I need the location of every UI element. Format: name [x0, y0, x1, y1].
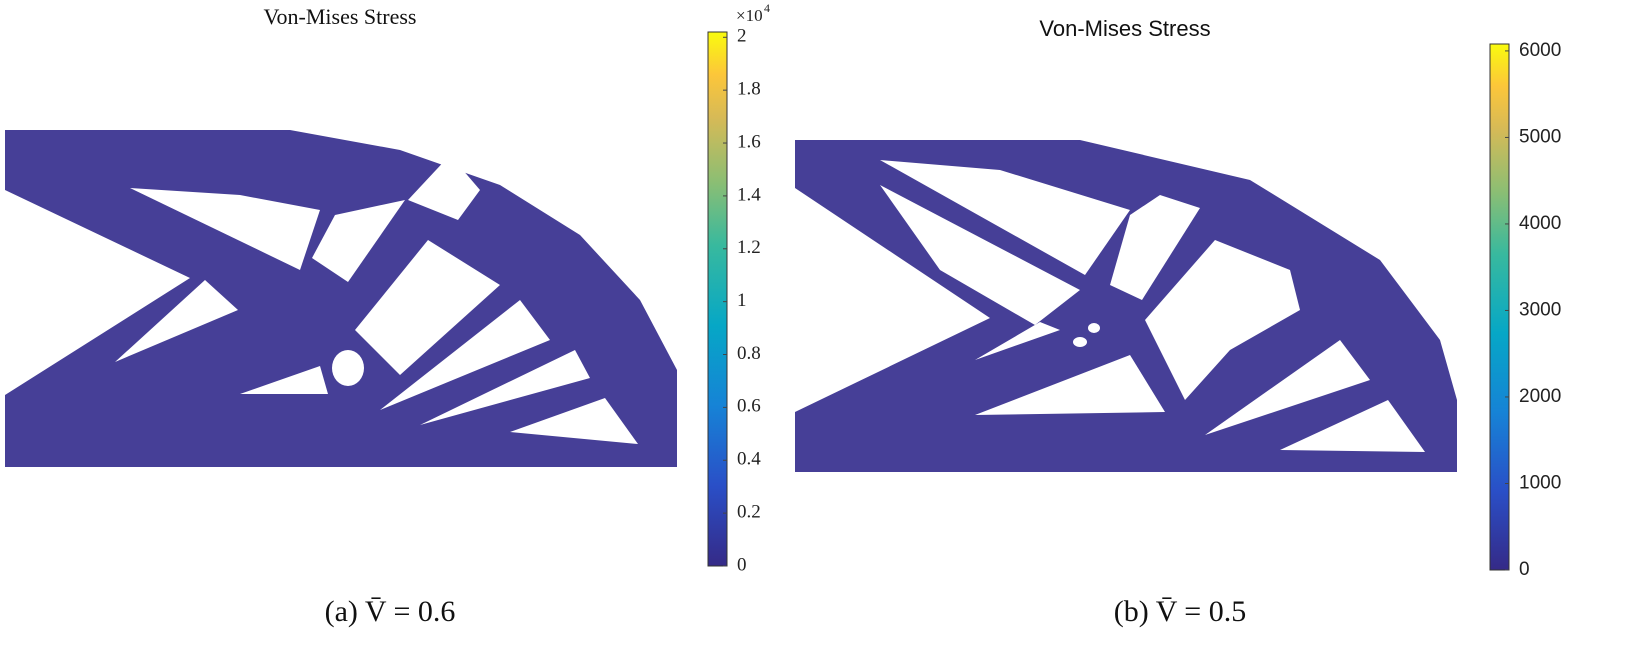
- void: [1088, 323, 1100, 333]
- panel-title: Von-Mises Stress: [1039, 16, 1210, 41]
- void: [130, 188, 320, 270]
- colorbar-tick-label: 0.8: [737, 343, 761, 364]
- colorbar-scale: [707, 31, 728, 567]
- void: [880, 160, 1130, 275]
- colorbar-tick-label: 0: [737, 554, 747, 575]
- colorbar-tick-label: 1.8: [737, 79, 761, 100]
- colorbar: 0 1000 2000 3000 4000 5000 6000: [1489, 40, 1561, 580]
- colorbar-tick-label: 0.4: [737, 449, 761, 470]
- void: [1073, 337, 1087, 347]
- colorbar-exponent: 4: [764, 1, 770, 15]
- void: [332, 350, 364, 386]
- colorbar-tick-label: 4000: [1519, 213, 1561, 234]
- caption: (b) V̄ = 0.5: [1114, 595, 1246, 628]
- void: [312, 200, 405, 282]
- colorbar-scale: [1489, 43, 1510, 571]
- void: [115, 280, 238, 362]
- colorbar-tick-label: 6000: [1519, 40, 1561, 61]
- void: [380, 300, 550, 410]
- structure-a: [5, 130, 677, 467]
- colorbar-tick-label: 1.6: [737, 131, 761, 152]
- colorbar-tick-label: 2000: [1519, 386, 1561, 407]
- void: [355, 240, 500, 375]
- void: [1110, 195, 1200, 300]
- colorbar: 0 0.2 0.4 0.6 0.8 1 1.2 1.4 1.6 1.8 2×10 4: [707, 1, 770, 575]
- colorbar-tick-label: 1.4: [737, 184, 761, 205]
- colorbar-tick-label: 1000: [1519, 473, 1561, 494]
- colorbar-tick-label: 1: [737, 290, 747, 311]
- void: [1280, 400, 1425, 452]
- colorbar-tick-label: 1.2: [737, 237, 761, 258]
- void: [1145, 240, 1300, 400]
- colorbar-multiplier: ×10: [736, 6, 763, 25]
- void: [408, 155, 480, 220]
- void: [510, 398, 638, 444]
- void: [975, 322, 1060, 360]
- void: [975, 355, 1165, 415]
- void: [880, 185, 1080, 325]
- void: [1205, 340, 1370, 435]
- structure-b: [795, 140, 1457, 472]
- colorbar-tick-label: 3000: [1519, 299, 1561, 320]
- colorbar-tick-label: 5000: [1519, 126, 1561, 147]
- colorbar-tick-label: 0.2: [737, 501, 761, 522]
- colorbar-tick-label: 0: [1519, 559, 1530, 580]
- panel-title: Von-Mises Stress: [263, 4, 416, 29]
- caption: (a) V̄ = 0.6: [325, 595, 456, 628]
- colorbar-tick-label: 0.6: [737, 396, 761, 417]
- void: [420, 350, 590, 425]
- void: [240, 366, 328, 394]
- colorbar-tick-label: 2: [737, 26, 747, 47]
